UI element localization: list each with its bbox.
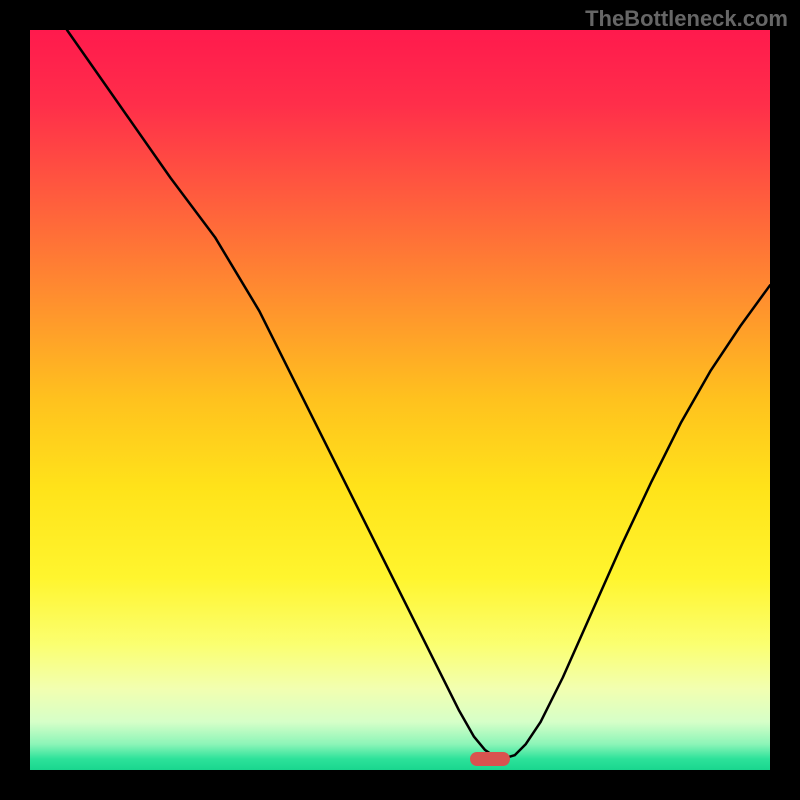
plot-area [30, 30, 770, 770]
watermark-text: TheBottleneck.com [585, 6, 788, 32]
optimum-marker [470, 752, 510, 766]
bottleneck-curve [30, 30, 770, 770]
